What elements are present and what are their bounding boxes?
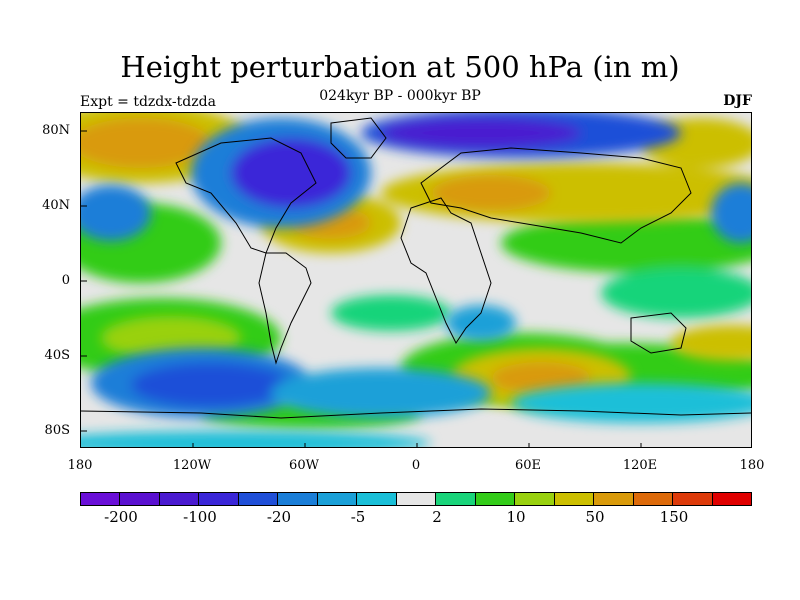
colorbar-label: 50 bbox=[585, 508, 605, 526]
colorbar bbox=[80, 492, 752, 506]
negative-anomalies bbox=[81, 113, 751, 447]
axis-ticks bbox=[81, 130, 642, 447]
colorbar-swatch-5 bbox=[278, 493, 318, 505]
map-panel bbox=[80, 112, 752, 448]
colorbar-label: -200 bbox=[104, 508, 138, 526]
colorbar-swatch-7 bbox=[357, 493, 397, 505]
lat-tick-40s: 40S bbox=[44, 348, 70, 363]
lon-tick-120w: 120W bbox=[172, 458, 212, 473]
lon-tick-180w: 180 bbox=[67, 458, 93, 473]
colorbar-swatch-1 bbox=[120, 493, 160, 505]
colorbar-swatch-10 bbox=[475, 493, 516, 505]
lat-tick-40n: 40N bbox=[42, 198, 70, 213]
lon-tick-0: 0 bbox=[411, 458, 421, 473]
colorbar-label: 10 bbox=[506, 508, 526, 526]
colorbar-swatch-16 bbox=[712, 493, 751, 505]
colorbar-swatch-2 bbox=[159, 493, 200, 505]
lat-tick-80s: 80S bbox=[44, 423, 70, 438]
colorbar-label: -20 bbox=[266, 508, 292, 526]
colorbar-swatch-8 bbox=[396, 493, 437, 505]
colorbar-swatch-3 bbox=[199, 493, 239, 505]
season-label: DJF bbox=[723, 93, 752, 109]
colorbar-swatch-0 bbox=[81, 493, 121, 505]
lat-tick-80n: 80N bbox=[42, 123, 70, 138]
lon-tick-180e: 180 bbox=[739, 458, 765, 473]
map-subtitle: 024kyr BP - 000kyr BP bbox=[319, 88, 481, 104]
colorbar-label: -100 bbox=[183, 508, 217, 526]
lon-tick-120e: 120E bbox=[622, 458, 658, 473]
colorbar-label: -5 bbox=[350, 508, 366, 526]
coastlines bbox=[81, 117, 751, 419]
colorbar-swatch-12 bbox=[554, 493, 595, 505]
colorbar-swatch-9 bbox=[436, 493, 476, 505]
colorbar-swatch-11 bbox=[515, 493, 555, 505]
colorbar-swatch-14 bbox=[633, 493, 674, 505]
colorbar-swatch-6 bbox=[317, 493, 358, 505]
colorbar-swatch-15 bbox=[673, 493, 713, 505]
colorbar-label: 150 bbox=[659, 508, 689, 526]
lon-tick-60e: 60E bbox=[514, 458, 542, 473]
map-title: Height perturbation at 500 hPa (in m) bbox=[120, 50, 680, 84]
colorbar-swatch-13 bbox=[594, 493, 634, 505]
lat-tick-0: 0 bbox=[61, 273, 70, 288]
colorbar-swatch-4 bbox=[238, 493, 279, 505]
experiment-label: Expt = tdzdx-tdzda bbox=[80, 94, 216, 110]
height-perturbation-map bbox=[81, 113, 751, 447]
colorbar-label: 2 bbox=[432, 508, 442, 526]
lon-tick-60w: 60W bbox=[289, 458, 319, 473]
